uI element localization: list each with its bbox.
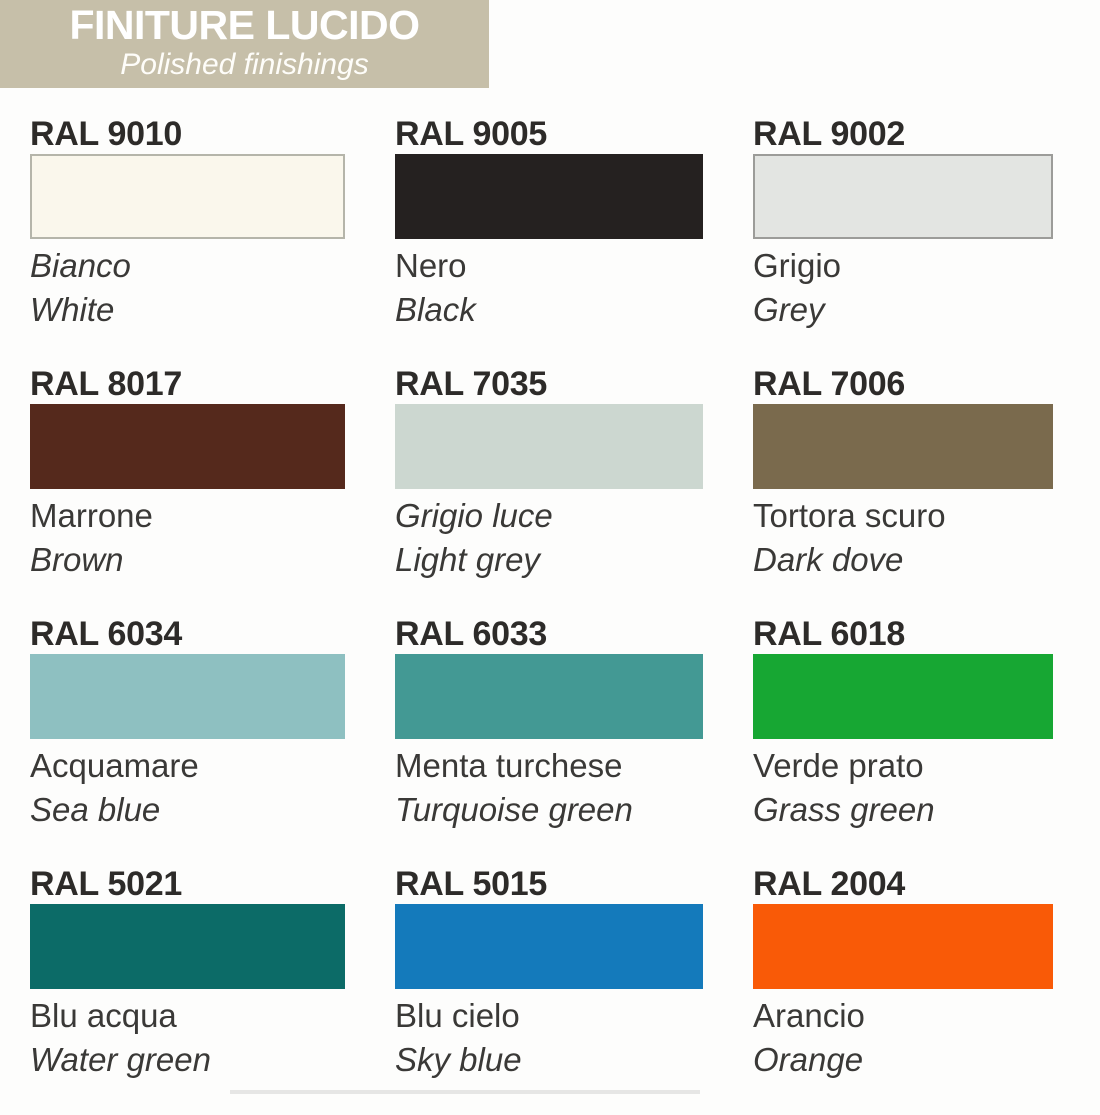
color-name-english: Grass green	[753, 791, 935, 828]
swatch-cell-ral-6034: RAL 6034 Acquamare Sea blue	[30, 615, 345, 865]
color-name-italian: Menta turchese	[395, 747, 623, 784]
section-header: FINITURE LUCIDO Polished finishings	[0, 0, 489, 88]
color-name-english: Sky blue	[395, 1041, 522, 1078]
color-swatch	[753, 154, 1053, 239]
color-name-english: Dark dove	[753, 541, 904, 578]
color-name-english: Black	[395, 291, 476, 328]
ral-code: RAL 6018	[753, 615, 905, 653]
color-name-english: Grey	[753, 291, 825, 328]
ral-code: RAL 7006	[753, 365, 905, 403]
swatch-grid: RAL 9010 Bianco White RAL 9005 Nero Blac…	[30, 115, 1053, 1115]
color-swatch	[30, 154, 345, 239]
ral-code: RAL 9010	[30, 115, 182, 153]
swatch-cell-ral-5021: RAL 5021 Blu acqua Water green	[30, 865, 345, 1115]
color-swatch	[753, 404, 1053, 489]
color-swatch	[753, 904, 1053, 989]
swatch-cell-ral-8017: RAL 8017 Marrone Brown	[30, 365, 345, 615]
swatch-cell-ral-9005: RAL 9005 Nero Black	[395, 115, 703, 365]
swatch-cell-ral-7035: RAL 7035 Grigio luce Light grey	[395, 365, 703, 615]
color-swatch	[30, 654, 345, 739]
ral-code: RAL 5021	[30, 865, 182, 903]
color-name-english: Sea blue	[30, 791, 161, 828]
ral-code: RAL 9002	[753, 115, 905, 153]
swatch-cell-ral-7006: RAL 7006 Tortora scuro Dark dove	[753, 365, 1053, 615]
color-name-italian: Blu acqua	[30, 997, 177, 1034]
color-name-english: White	[30, 291, 115, 328]
color-swatch	[753, 654, 1053, 739]
color-swatch	[30, 904, 345, 989]
color-name-english: Brown	[30, 541, 124, 578]
ral-code: RAL 7035	[395, 365, 547, 403]
swatch-cell-ral-6033: RAL 6033 Menta turchese Turquoise green	[395, 615, 703, 865]
color-swatch	[30, 404, 345, 489]
color-name-italian: Blu cielo	[395, 997, 520, 1034]
color-name-italian: Grigio luce	[395, 497, 553, 534]
color-name-english: Water green	[30, 1041, 211, 1078]
ral-code: RAL 5015	[395, 865, 547, 903]
ral-code: RAL 2004	[753, 865, 905, 903]
color-name-english: Turquoise green	[395, 791, 633, 828]
swatch-cell-ral-2004: RAL 2004 Arancio Orange	[753, 865, 1053, 1115]
color-swatch	[395, 404, 703, 489]
color-name-italian: Grigio	[753, 247, 842, 284]
swatch-cell-ral-5015: RAL 5015 Blu cielo Sky blue	[395, 865, 703, 1115]
ral-code: RAL 9005	[395, 115, 547, 153]
color-name-italian: Tortora scuro	[753, 497, 946, 534]
color-name-english: Light grey	[395, 541, 540, 578]
color-name-english: Orange	[753, 1041, 864, 1078]
color-name-italian: Nero	[395, 247, 467, 284]
color-name-italian: Arancio	[753, 997, 865, 1034]
color-swatch	[395, 904, 703, 989]
color-name-italian: Bianco	[30, 247, 131, 284]
section-subtitle: Polished finishings	[120, 48, 369, 81]
color-name-italian: Marrone	[30, 497, 153, 534]
color-swatch	[395, 154, 703, 239]
section-title: FINITURE LUCIDO	[69, 2, 420, 48]
ral-code: RAL 6033	[395, 615, 547, 653]
color-name-italian: Acquamare	[30, 747, 199, 784]
ral-code: RAL 6034	[30, 615, 182, 653]
swatch-cell-ral-6018: RAL 6018 Verde prato Grass green	[753, 615, 1053, 865]
ral-code: RAL 8017	[30, 365, 182, 403]
swatch-cell-ral-9002: RAL 9002 Grigio Grey	[753, 115, 1053, 365]
color-name-italian: Verde prato	[753, 747, 924, 784]
swatch-cell-ral-9010: RAL 9010 Bianco White	[30, 115, 345, 365]
color-swatch	[395, 654, 703, 739]
cropped-next-section-edge	[230, 1090, 700, 1094]
